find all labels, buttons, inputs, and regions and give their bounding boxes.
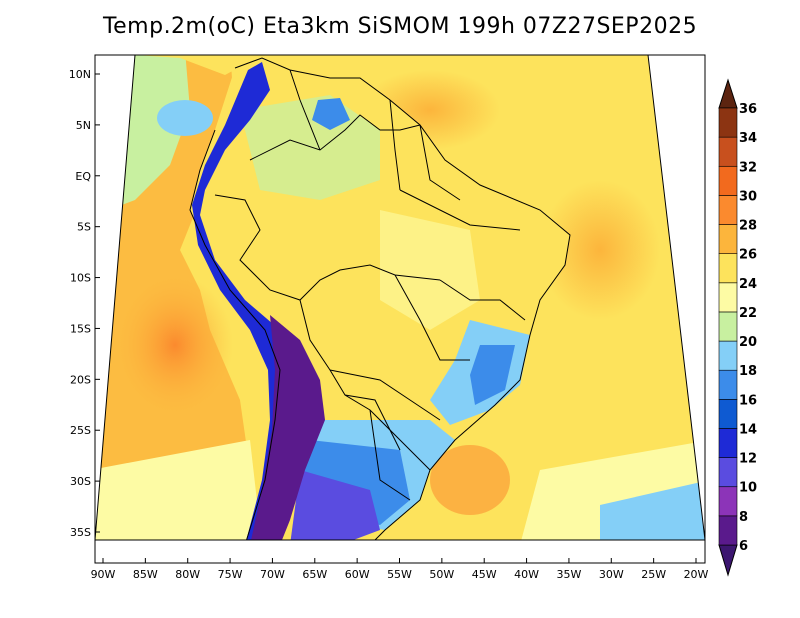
lon-label: 75W bbox=[218, 568, 243, 581]
lon-label: 65W bbox=[302, 568, 327, 581]
central-america-land bbox=[135, 55, 238, 75]
lon-label: 80W bbox=[175, 568, 200, 581]
lon-label: 85W bbox=[133, 568, 158, 581]
lat-label: 5S bbox=[77, 221, 91, 234]
lon-label: 25W bbox=[641, 568, 666, 581]
pacific-warm-pool bbox=[117, 275, 233, 415]
colorbar-swatch bbox=[718, 486, 738, 517]
colorbar-swatch bbox=[718, 107, 738, 138]
colorbar-label: 14 bbox=[739, 422, 757, 437]
lat-label: 10S bbox=[70, 272, 91, 285]
lon-label: 90W bbox=[91, 568, 116, 581]
lat-label: 5N bbox=[76, 119, 91, 132]
map-domain bbox=[95, 55, 705, 540]
lon-label: 55W bbox=[387, 568, 412, 581]
lon-label: 70W bbox=[260, 568, 285, 581]
colorbar-label: 12 bbox=[739, 452, 757, 467]
argentina-cold bbox=[290, 470, 380, 540]
atlantic-warm-pool bbox=[540, 180, 660, 320]
colorbar-label: 24 bbox=[739, 277, 757, 292]
colorbar-label: 22 bbox=[739, 306, 757, 321]
colorbar-label: 28 bbox=[739, 219, 757, 234]
pacific-cool-spot bbox=[157, 100, 213, 136]
colorbar-under-triangle bbox=[718, 544, 738, 577]
colorbar-label: 8 bbox=[739, 510, 748, 525]
map-title: Temp.2m(oC) Eta3km SiSMOM 199h 07Z27SEP2… bbox=[102, 14, 698, 39]
atlantic-south-warm bbox=[430, 445, 510, 515]
colorbar-label: 20 bbox=[739, 335, 757, 350]
colorbar-swatch bbox=[718, 311, 738, 342]
colorbar-label: 16 bbox=[739, 393, 757, 408]
colorbar-swatch bbox=[718, 340, 738, 371]
latitude-axis: 10N 5N EQ 5S 10S 15S 20S 25S 30S 35S bbox=[69, 68, 100, 539]
lon-label: 60W bbox=[345, 568, 370, 581]
colorbar-label: 30 bbox=[739, 189, 757, 204]
colorbar-swatch bbox=[718, 428, 738, 458]
lon-label: 20W bbox=[684, 568, 709, 581]
lon-label: 30W bbox=[599, 568, 624, 581]
colorbar-label: 18 bbox=[739, 364, 757, 379]
colorbar-swatch bbox=[718, 224, 738, 254]
lat-label: 20S bbox=[70, 373, 91, 386]
lon-label: 45W bbox=[472, 568, 497, 581]
longitude-axis: 90W 85W 80W 75W 70W 65W 60W 55W 50W 45W 40W 35W 30W 2… bbox=[91, 558, 709, 581]
colorbar-label: 6 bbox=[739, 539, 748, 554]
colorbar-label: 32 bbox=[739, 160, 757, 175]
colorbar-label: 36 bbox=[739, 102, 757, 117]
atlantic-far-south bbox=[600, 480, 705, 540]
lat-label: EQ bbox=[75, 170, 91, 183]
colorbar-swatch bbox=[718, 457, 738, 488]
colorbar-swatch bbox=[718, 195, 738, 225]
colorbar-label: 26 bbox=[739, 248, 757, 263]
lat-label: 25S bbox=[70, 424, 91, 437]
colorbar: 6 8 10 12 14 16 18 20 22 24 26 28 30 32 34 36 bbox=[718, 78, 757, 577]
colorbar-swatch bbox=[718, 136, 738, 167]
colorbar-swatch bbox=[718, 515, 738, 546]
lon-label: 35W bbox=[556, 568, 581, 581]
colorbar-swatch bbox=[718, 165, 738, 196]
lat-label: 15S bbox=[70, 322, 91, 335]
colorbar-swatch bbox=[718, 253, 738, 284]
guiana-highlands-cold bbox=[312, 98, 350, 130]
lat-label: 10N bbox=[69, 68, 91, 81]
lon-label: 50W bbox=[429, 568, 454, 581]
lat-label: 35S bbox=[70, 526, 91, 539]
andes-coldest bbox=[250, 315, 325, 540]
southeast-brazil-cold bbox=[470, 345, 515, 405]
colorbar-over-triangle bbox=[718, 78, 738, 109]
colorbar-swatch bbox=[718, 369, 738, 400]
colorbar-swatch bbox=[718, 282, 738, 313]
lat-label: 30S bbox=[70, 475, 91, 488]
colorbar-swatch bbox=[718, 399, 738, 429]
lon-label: 40W bbox=[514, 568, 539, 581]
country-borders bbox=[189, 57, 571, 540]
central-brazil-patch bbox=[380, 210, 480, 330]
colorbar-label: 34 bbox=[739, 131, 757, 146]
colorbar-label: 10 bbox=[739, 481, 757, 496]
pacific-south-cool bbox=[95, 440, 262, 540]
